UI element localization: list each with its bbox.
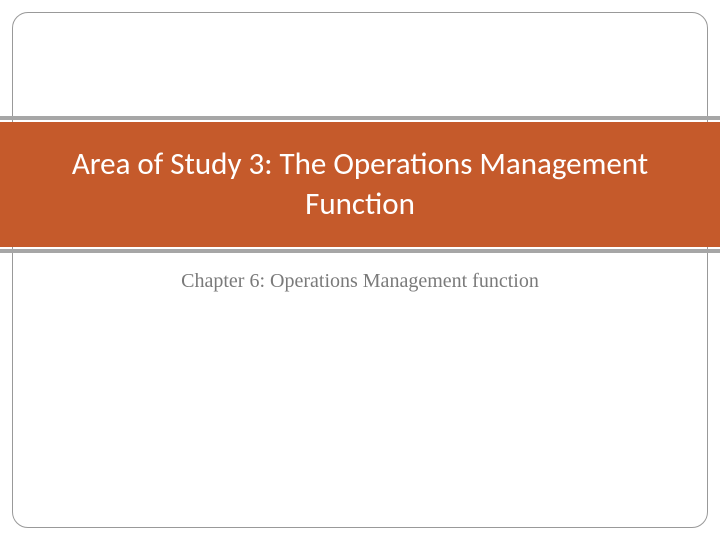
accent-line-top	[0, 116, 720, 120]
slide-title: Area of Study 3: The Operations Manageme…	[50, 144, 670, 225]
title-band: Area of Study 3: The Operations Manageme…	[0, 122, 720, 247]
slide-subtitle: Chapter 6: Operations Management functio…	[0, 270, 720, 293]
title-band-wrapper: Area of Study 3: The Operations Manageme…	[0, 122, 720, 247]
accent-line-bottom	[0, 249, 720, 253]
